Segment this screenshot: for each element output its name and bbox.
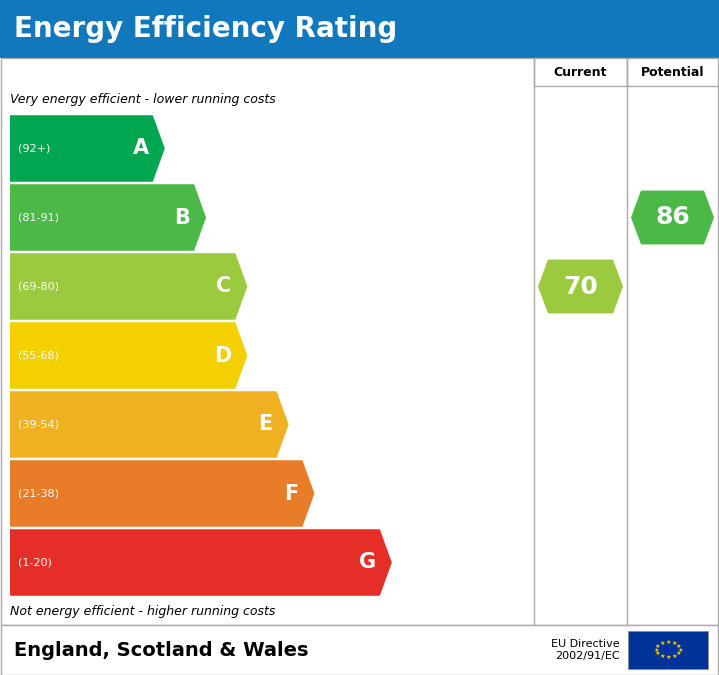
Text: (92+): (92+) <box>18 144 50 153</box>
Polygon shape <box>10 529 392 596</box>
Text: EU Directive: EU Directive <box>551 639 620 649</box>
Text: G: G <box>359 553 376 572</box>
Text: ★: ★ <box>653 647 659 653</box>
Text: (21-38): (21-38) <box>18 489 59 499</box>
Bar <box>627 58 718 86</box>
Polygon shape <box>10 322 247 389</box>
Text: (55-68): (55-68) <box>18 350 59 360</box>
Text: ★: ★ <box>665 655 671 660</box>
Text: Not energy efficient - higher running costs: Not energy efficient - higher running co… <box>10 605 275 618</box>
Bar <box>534 58 627 86</box>
Polygon shape <box>538 260 623 313</box>
Text: A: A <box>133 138 149 159</box>
Polygon shape <box>10 392 288 458</box>
Text: Energy Efficiency Rating: Energy Efficiency Rating <box>14 15 398 43</box>
Bar <box>628 631 708 669</box>
Text: E: E <box>258 414 273 435</box>
Text: 86: 86 <box>655 205 690 230</box>
Text: Very energy efficient - lower running costs: Very energy efficient - lower running co… <box>10 94 276 107</box>
Text: ★: ★ <box>659 641 665 646</box>
Text: ★: ★ <box>677 647 683 653</box>
Text: 2002/91/EC: 2002/91/EC <box>555 651 620 661</box>
Text: Current: Current <box>554 65 608 78</box>
Text: ★: ★ <box>655 643 661 649</box>
Polygon shape <box>10 253 247 320</box>
Bar <box>1 58 718 625</box>
Polygon shape <box>631 190 714 244</box>
Text: 70: 70 <box>563 275 598 298</box>
Text: ★: ★ <box>655 651 661 656</box>
Text: ★: ★ <box>672 641 677 646</box>
Text: ★: ★ <box>665 640 671 645</box>
Text: (81-91): (81-91) <box>18 213 59 223</box>
Polygon shape <box>10 184 206 250</box>
Text: ★: ★ <box>672 654 677 659</box>
Text: F: F <box>284 483 298 504</box>
Text: ★: ★ <box>676 643 681 649</box>
Text: England, Scotland & Wales: England, Scotland & Wales <box>14 641 308 659</box>
Text: C: C <box>216 277 232 296</box>
Text: (1-20): (1-20) <box>18 558 52 568</box>
Bar <box>1 625 718 675</box>
Polygon shape <box>10 115 165 182</box>
Text: ★: ★ <box>659 654 665 659</box>
Bar <box>0 0 719 58</box>
Text: (69-80): (69-80) <box>18 281 59 292</box>
Text: ★: ★ <box>676 651 681 656</box>
Text: (39-54): (39-54) <box>18 419 59 429</box>
Text: D: D <box>214 346 232 365</box>
Text: B: B <box>174 207 190 227</box>
Polygon shape <box>10 460 314 526</box>
Text: Potential: Potential <box>641 65 704 78</box>
